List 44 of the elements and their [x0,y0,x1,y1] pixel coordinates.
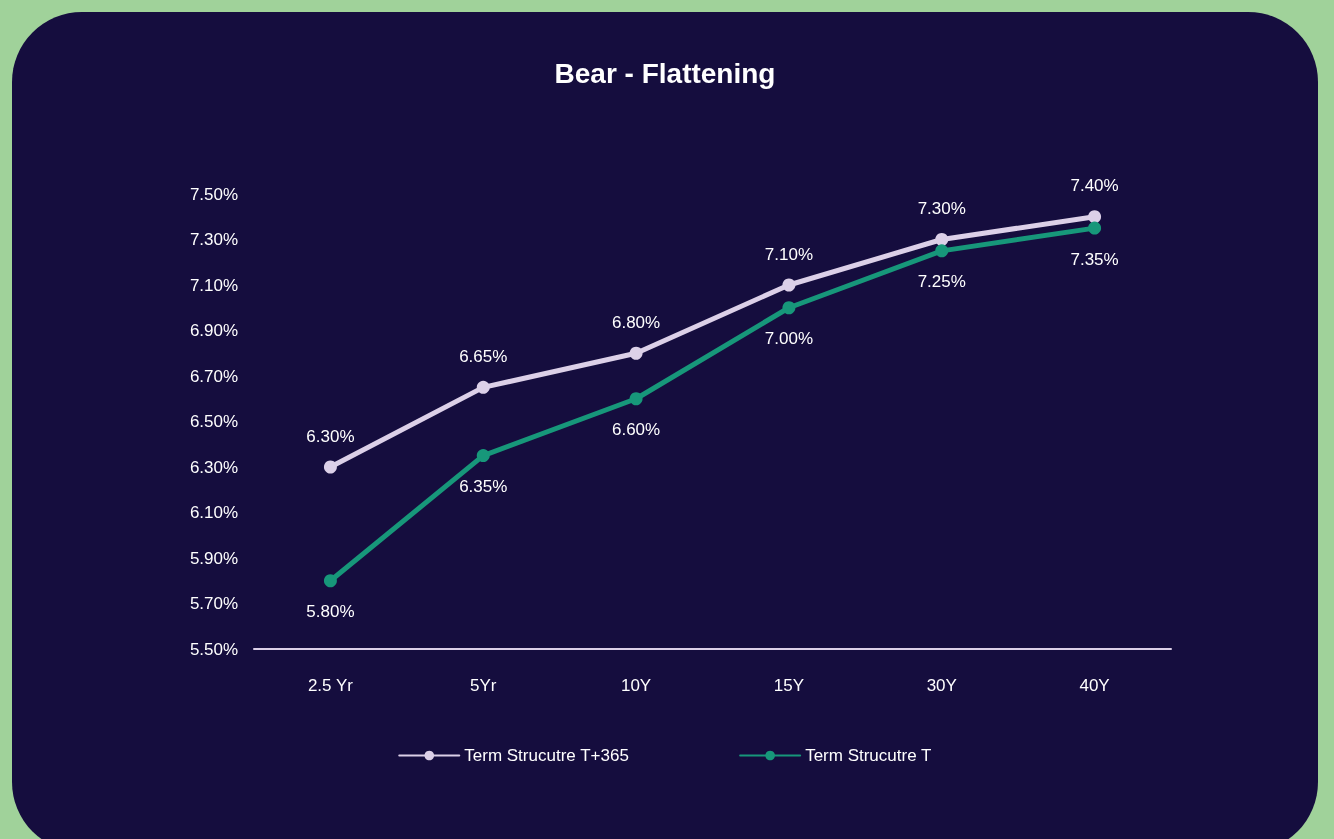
x-tick-label: 15Y [773,676,805,695]
point [935,233,949,246]
data-label: 6.65% [459,346,508,366]
y-tick-label: 7.30% [189,230,239,249]
x-tick-label: 40Y [1079,676,1110,695]
data-label: 6.30% [306,426,355,446]
data-label: 5.80% [306,602,355,622]
y-tick-label: 6.30% [189,457,239,477]
y-tick-label: 7.50% [189,184,239,204]
data-label: 7.30% [917,199,966,218]
data-label: 7.40% [1070,176,1119,196]
point [935,244,949,258]
data-label: 6.35% [459,477,508,497]
point [629,392,643,406]
data-label: 7.00% [764,329,814,349]
y-tick-label: 5.50% [189,639,239,659]
y-tick-label: 6.70% [189,366,239,386]
point [782,301,796,315]
data-label: 7.25% [917,272,966,292]
y-tick-label: 7.10% [189,275,239,295]
point [1088,210,1102,224]
y-tick-label: 6.50% [189,412,239,431]
legend-label: Term Strucutre T [805,746,932,765]
data-label: 6.60% [611,420,661,440]
data-label: 7.10% [764,244,814,264]
point [629,346,643,360]
point [782,278,796,292]
x-tick-label: 10Y [620,676,652,695]
point [323,460,337,474]
legend-label: Term Strucutre T+365 [464,746,629,765]
point [1088,221,1102,235]
data-label: 6.80% [611,312,661,332]
y-tick-label: 5.70% [189,594,239,613]
point [476,449,490,463]
y-tick-label: 6.10% [189,503,239,522]
x-tick-label: 2.5 Yr [307,676,354,695]
point [323,574,337,588]
point [476,380,490,394]
y-tick-label: 5.90% [189,548,239,568]
data-label: 7.35% [1070,249,1119,269]
y-tick-label: 6.90% [189,321,239,340]
x-tick-label: 5Yr [470,676,497,695]
chart-title: Bear - Flattening [554,57,776,89]
x-tick-label: 30Y [926,676,957,695]
